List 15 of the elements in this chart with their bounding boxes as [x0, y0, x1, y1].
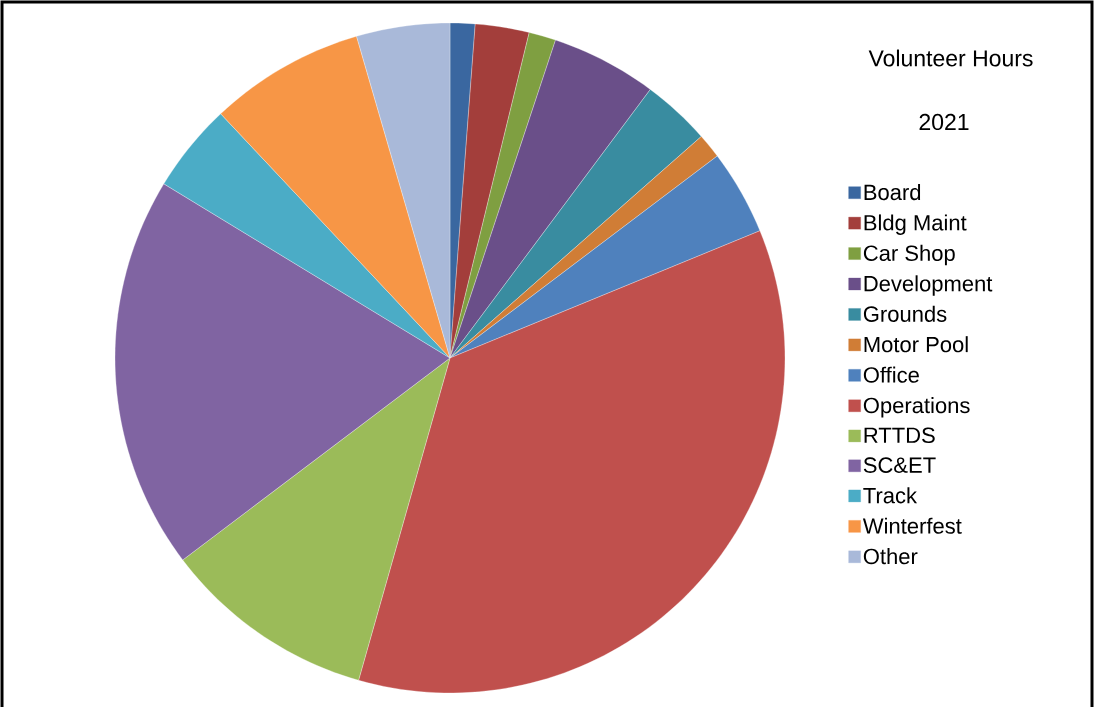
legend-label: Motor Pool: [864, 335, 968, 353]
legend-label: Track: [863, 486, 918, 504]
legend-label: Development: [864, 275, 993, 296]
legend-label: Board: [864, 183, 921, 200]
legend-label: SC&ET: [863, 457, 936, 473]
legend-label: RTTDS: [864, 427, 935, 443]
legend-label: Car Shop: [863, 244, 955, 266]
legend-label: Office: [863, 366, 919, 383]
legend-label: Winterfest: [862, 517, 962, 534]
legend-label: Operations: [863, 396, 970, 418]
text: Volunteer Hours: [868, 49, 1033, 67]
text: 2021: [919, 113, 969, 130]
legend-label: Other: [863, 547, 918, 565]
legend-label: Grounds: [863, 305, 947, 322]
legend-label: Bldg Maint: [864, 214, 967, 235]
